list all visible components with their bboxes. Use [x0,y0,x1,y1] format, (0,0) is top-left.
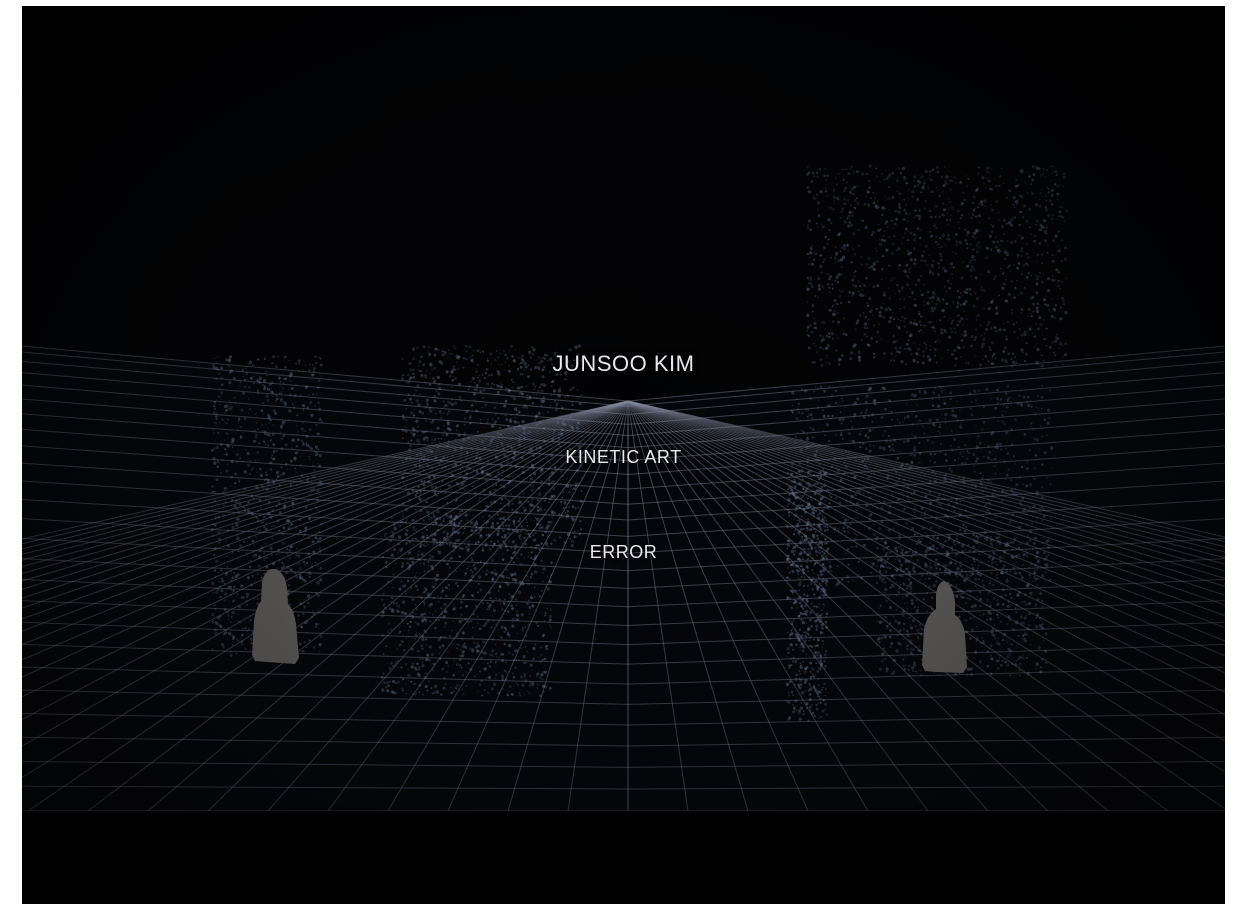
floor-grid [22,345,1225,812]
category-link[interactable]: KINETIC ART [565,447,682,467]
particle-cloud [805,164,1068,368]
artwork-viewport: JUNSOO KIM KINETIC ART ERROR [22,6,1225,904]
artist-name-link[interactable]: JUNSOO KIM [552,351,695,376]
work-title-link[interactable]: ERROR [589,542,658,562]
